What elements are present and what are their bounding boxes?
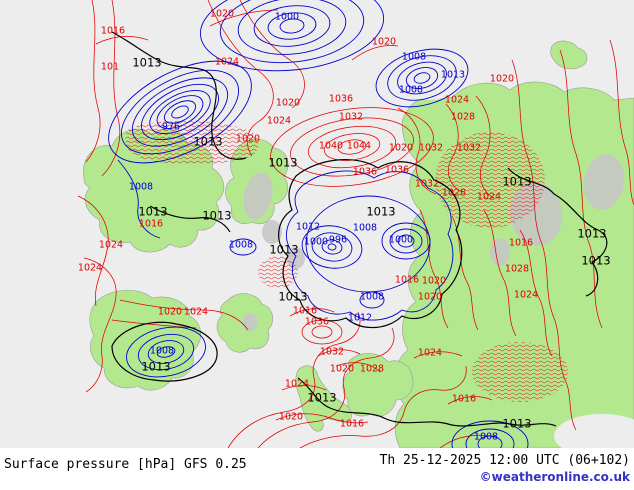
valid-time-label: Th 25-12-2025 12:00 UTC (06+102) bbox=[379, 453, 630, 468]
footer-right-block: Th 25-12-2025 12:00 UTC (06+102) ©weathe… bbox=[380, 453, 630, 484]
standard-pressure-contours bbox=[111, 31, 608, 427]
copyright-link[interactable]: ©weatheronline.co.uk bbox=[479, 470, 630, 484]
map-product-title: Surface pressure [hPa] GFS 0.25 bbox=[4, 457, 247, 472]
map-canvas: 1020 1000 1016 1020 1008 1013 1024 101 1013 1020 1… bbox=[0, 0, 634, 448]
mountain-layer bbox=[242, 154, 625, 331]
footer-bar: Surface pressure [hPa] GFS 0.25 Th 25-12… bbox=[0, 448, 634, 490]
pressure-contour-svg bbox=[77, 0, 634, 448]
